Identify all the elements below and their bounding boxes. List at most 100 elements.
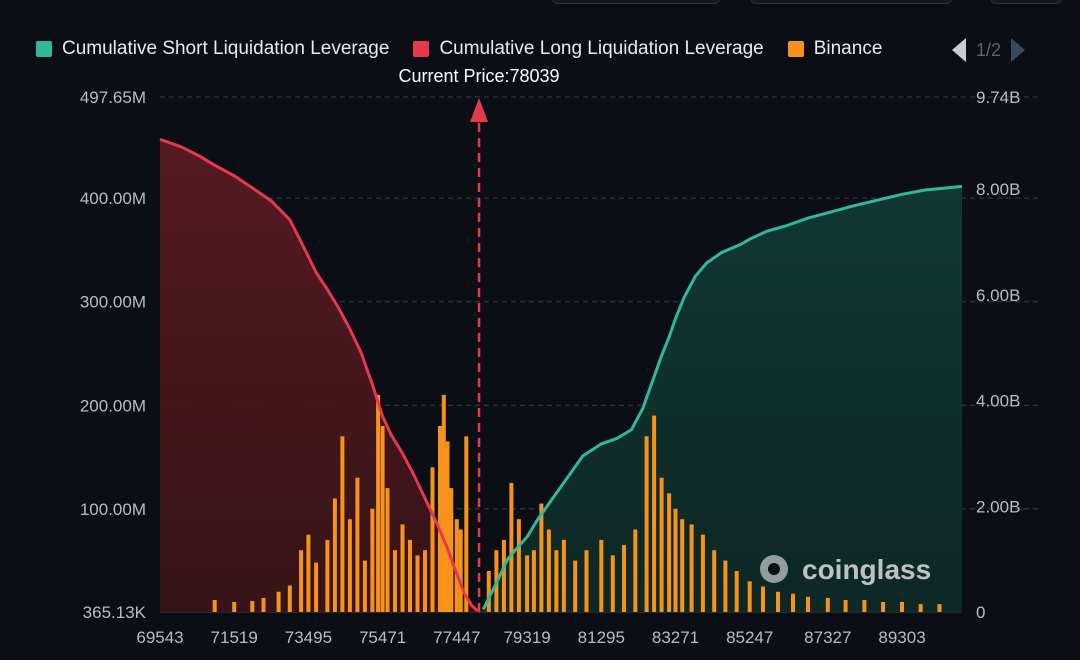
x-tick-label: 89303 bbox=[878, 628, 925, 647]
cumulative-areas bbox=[160, 139, 962, 613]
binance-bar bbox=[332, 498, 337, 612]
legend-swatch-binance bbox=[787, 41, 804, 57]
binance-bar bbox=[415, 555, 420, 612]
binance-bar bbox=[937, 604, 942, 612]
pager-prev-icon[interactable] bbox=[952, 38, 966, 62]
axes: 497.65M 400.00M 300.00M 200.00M 100.00M 365.1… bbox=[80, 88, 1021, 647]
legend-item-short[interactable]: Cumulative Short Liquidation Leverage bbox=[36, 38, 389, 60]
binance-bar bbox=[573, 560, 578, 612]
binance-bar bbox=[355, 477, 360, 612]
binance-bar bbox=[486, 571, 491, 612]
binance-bar bbox=[862, 600, 867, 612]
binance-bar bbox=[539, 503, 544, 612]
binance-bar bbox=[250, 601, 255, 612]
y-left-tick-label: 200.00M bbox=[80, 396, 146, 415]
coinglass-wordmark: coinglass bbox=[802, 554, 931, 585]
binance-bar bbox=[276, 591, 281, 612]
binance-bar bbox=[881, 602, 886, 612]
binance-bar bbox=[747, 581, 752, 612]
x-tick-label: 73495 bbox=[285, 628, 332, 647]
binance-bar bbox=[385, 488, 390, 612]
binance-bar bbox=[610, 555, 615, 612]
binance-bar bbox=[918, 604, 923, 612]
binance-bar bbox=[376, 394, 381, 612]
x-tick-label: 79319 bbox=[503, 628, 550, 647]
binance-bar bbox=[314, 562, 319, 612]
binance-bar bbox=[806, 596, 810, 612]
pager-count: 1/2 bbox=[976, 39, 1002, 60]
legend-item-long[interactable]: Cumulative Long Liquidation Leverage bbox=[413, 38, 764, 60]
short-area bbox=[483, 186, 962, 612]
binance-bar bbox=[734, 571, 739, 612]
binance-bar bbox=[659, 477, 664, 612]
binance-bar bbox=[525, 555, 530, 612]
y-left-tick-label: 497.65M bbox=[80, 88, 146, 107]
y-right-tick-label: 0 bbox=[976, 603, 985, 622]
binance-bar bbox=[287, 585, 292, 612]
legend-label-long: Cumulative Long Liquidation Leverage bbox=[439, 38, 764, 59]
y-right-tick-label: 4.00B bbox=[976, 392, 1020, 411]
y-right-tick-label: 9.74B bbox=[976, 88, 1020, 107]
binance-bar bbox=[843, 600, 848, 612]
binance-bar bbox=[723, 560, 728, 612]
binance-bar bbox=[633, 529, 638, 612]
current-price-label: Current Price:78039 bbox=[398, 66, 559, 86]
y-left-tick-label: 400.00M bbox=[80, 189, 146, 208]
legend-label-binance: Binance bbox=[813, 38, 883, 59]
long-line bbox=[159, 137, 479, 613]
binance-bar bbox=[900, 602, 904, 612]
binance-bar bbox=[380, 426, 385, 612]
legend-item-binance[interactable]: Binance bbox=[787, 38, 883, 60]
binance-bar bbox=[347, 519, 352, 612]
binance-bar bbox=[776, 591, 780, 612]
x-tick-label: 85247 bbox=[726, 628, 773, 647]
binance-bar bbox=[325, 539, 330, 612]
binance-bar bbox=[400, 524, 405, 612]
binance-bar bbox=[689, 524, 694, 612]
binance-bar bbox=[441, 394, 446, 612]
binance-bar bbox=[680, 519, 685, 612]
long-area bbox=[160, 139, 478, 613]
binance-bar bbox=[700, 534, 705, 612]
binance-bar bbox=[667, 493, 672, 612]
x-tick-label: 69543 bbox=[136, 628, 183, 647]
current-price-marker: Current Price:78039 bbox=[398, 66, 560, 612]
x-tick-label: 87327 bbox=[804, 628, 851, 647]
binance-bar bbox=[761, 586, 765, 612]
x-tick-label: 83271 bbox=[652, 628, 699, 647]
binance-bar bbox=[652, 415, 657, 612]
pager-next-icon[interactable] bbox=[1011, 38, 1026, 62]
y-right-tick-label: 8.00B bbox=[976, 180, 1020, 199]
binance-bar bbox=[212, 600, 217, 612]
legend-label-short: Cumulative Short Liquidation Leverage bbox=[62, 38, 390, 59]
binance-bar bbox=[712, 550, 717, 612]
legend-pager: 1/2 bbox=[952, 36, 1026, 64]
binance-bar bbox=[370, 508, 375, 612]
x-tick-label: 81295 bbox=[578, 628, 625, 647]
x-tick-label: 75471 bbox=[359, 628, 406, 647]
coinglass-watermark: coinglass bbox=[760, 554, 931, 585]
binance-bar bbox=[458, 529, 463, 612]
binance-bar bbox=[261, 597, 266, 612]
binance-bar bbox=[454, 519, 459, 612]
binance-bar bbox=[622, 545, 626, 612]
binance-bar bbox=[584, 550, 589, 612]
binance-bar bbox=[232, 602, 237, 612]
binance-bar bbox=[340, 436, 345, 612]
binance-bar bbox=[509, 482, 514, 612]
binance-bar bbox=[531, 550, 536, 612]
binance-bar bbox=[464, 436, 469, 612]
binance-bar bbox=[423, 550, 427, 612]
binance-bar bbox=[791, 593, 795, 612]
short-line bbox=[481, 184, 963, 611]
legend-swatch-short bbox=[36, 41, 52, 57]
coinglass-logo-icon-inner bbox=[768, 563, 780, 575]
binance-bar bbox=[599, 539, 604, 612]
cumulative-lines bbox=[159, 137, 963, 613]
binance-bar bbox=[445, 441, 450, 612]
current-price-arrow bbox=[470, 98, 489, 122]
y-left-tick-label: 300.00M bbox=[80, 293, 146, 312]
binance-bar bbox=[430, 467, 435, 612]
